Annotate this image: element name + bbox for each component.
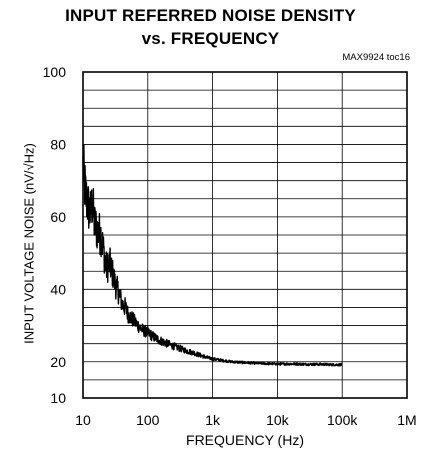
x-tick-label: 100 bbox=[136, 412, 160, 428]
y-tick-label: 60 bbox=[50, 209, 66, 225]
y-tick-label: 100 bbox=[43, 64, 67, 80]
x-tick-label: 10 bbox=[75, 412, 91, 428]
data-point bbox=[82, 166, 83, 167]
data-point bbox=[342, 364, 343, 365]
data-point bbox=[322, 364, 323, 365]
y-tick-label: 40 bbox=[50, 281, 66, 297]
data-point bbox=[115, 285, 116, 286]
data-point bbox=[125, 307, 126, 308]
data-point bbox=[332, 364, 333, 365]
data-point bbox=[202, 355, 203, 356]
data-point bbox=[308, 364, 309, 365]
data-point bbox=[212, 358, 213, 359]
data-point bbox=[103, 253, 104, 254]
data-point bbox=[296, 363, 297, 364]
data-point bbox=[173, 346, 174, 347]
data-point bbox=[88, 205, 89, 206]
x-tick-label: 1M bbox=[397, 412, 416, 428]
x-axis-label: FREQUENCY (Hz) bbox=[186, 432, 304, 448]
data-point bbox=[106, 267, 107, 268]
data-point bbox=[144, 330, 145, 331]
data-point bbox=[232, 361, 233, 362]
data-point bbox=[141, 329, 142, 330]
data-point bbox=[267, 363, 268, 364]
data-point bbox=[159, 339, 160, 340]
data-point bbox=[178, 347, 179, 348]
figure-id-annotation: MAX9924 toc16 bbox=[342, 52, 410, 63]
data-point bbox=[134, 321, 135, 322]
chart-title: INPUT REFERRED NOISE DENSITY bbox=[65, 6, 356, 25]
data-point bbox=[131, 318, 132, 319]
data-point bbox=[85, 195, 86, 196]
data-point bbox=[192, 352, 193, 353]
data-point bbox=[147, 332, 148, 333]
data-point bbox=[112, 274, 113, 275]
data-point bbox=[118, 292, 119, 293]
data-point bbox=[277, 363, 278, 364]
x-tick-label: 1k bbox=[205, 412, 221, 428]
plot-frame bbox=[82, 71, 408, 399]
y-tick-label: 20 bbox=[50, 354, 66, 370]
data-point bbox=[90, 213, 91, 214]
y-tick-label: 10 bbox=[50, 390, 66, 406]
x-tick-label: 10k bbox=[266, 412, 290, 428]
data-point bbox=[94, 224, 95, 225]
data-point bbox=[138, 325, 139, 326]
data-point bbox=[167, 343, 168, 344]
data-point bbox=[243, 362, 244, 363]
data-point bbox=[109, 263, 110, 264]
data-point bbox=[206, 357, 207, 358]
data-point bbox=[100, 234, 101, 235]
data-point bbox=[128, 314, 129, 315]
data-point bbox=[186, 350, 187, 351]
data-point bbox=[198, 354, 199, 355]
data-point bbox=[92, 202, 93, 203]
chart-subtitle: vs. FREQUENCY bbox=[141, 29, 280, 48]
x-tick-label: 100k bbox=[327, 412, 358, 428]
data-point bbox=[257, 363, 258, 364]
data-point bbox=[152, 336, 153, 337]
data-point bbox=[223, 360, 224, 361]
data-point bbox=[121, 303, 122, 304]
noise-density-series-line bbox=[82, 144, 343, 367]
data-point bbox=[97, 231, 98, 232]
y-tick-label: 80 bbox=[50, 136, 66, 152]
